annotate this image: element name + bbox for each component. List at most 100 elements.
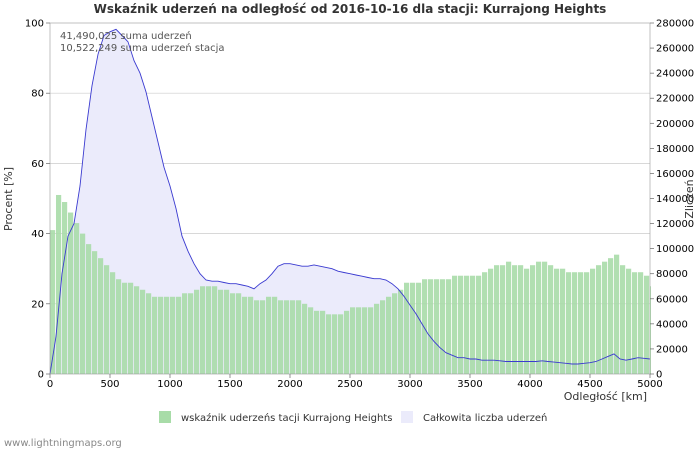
rate-bar xyxy=(128,282,134,374)
y-right-axis-label: Zliczeń xyxy=(683,179,696,218)
x-axis-label: Odległość [km] xyxy=(564,390,647,403)
rate-bar xyxy=(638,272,644,374)
y-left-tick-label: 0 xyxy=(38,370,44,381)
rate-bar xyxy=(284,300,290,374)
rate-bar xyxy=(110,272,116,374)
rate-bar xyxy=(86,244,92,374)
rate-bar xyxy=(584,272,590,374)
rate-bar xyxy=(182,293,188,374)
rate-bar xyxy=(590,268,596,374)
rate-bar xyxy=(536,261,542,374)
rate-bar xyxy=(314,310,320,374)
legend-label-total: Całkowita liczba uderzeń xyxy=(423,412,547,424)
y-right-tick-label: 40000 xyxy=(656,319,688,330)
rate-bar xyxy=(116,279,122,374)
annotation-total-strikes: 41,490,025 suma uderzeń xyxy=(60,30,192,42)
rate-bar xyxy=(92,251,98,374)
rate-bar xyxy=(266,296,272,374)
rate-bar xyxy=(272,296,278,374)
rate-bar xyxy=(458,275,464,374)
rate-bar xyxy=(440,279,446,374)
total-strikes-curve xyxy=(49,28,651,375)
rate-bar xyxy=(122,282,128,374)
rate-bar xyxy=(566,272,572,374)
x-tick-label: 2500 xyxy=(337,379,362,390)
rate-bar xyxy=(482,272,488,374)
y-right-tick-label: 180000 xyxy=(656,144,694,155)
rate-bar xyxy=(254,300,260,374)
rate-bar xyxy=(386,296,392,374)
x-tick-label: 4000 xyxy=(517,379,542,390)
rate-bar xyxy=(494,265,500,374)
rate-bar xyxy=(650,286,651,374)
rate-bar xyxy=(464,275,470,374)
rate-bar xyxy=(392,293,398,374)
y-left-tick-label: 80 xyxy=(31,89,44,100)
rate-bar xyxy=(62,202,68,374)
rate-bar xyxy=(50,230,56,374)
rate-bar xyxy=(560,268,566,374)
rate-bar xyxy=(356,307,362,374)
rate-bar xyxy=(80,233,86,374)
rate-bar xyxy=(98,258,104,374)
rate-bar xyxy=(578,272,584,374)
annotation-station-strikes: 10,522,249 suma uderzeń stacja xyxy=(60,42,225,54)
rate-bar xyxy=(260,300,266,374)
rate-bar xyxy=(140,289,146,374)
y-right-tick-label: 80000 xyxy=(656,269,688,280)
rate-bar xyxy=(200,286,206,374)
rate-bar xyxy=(176,296,182,374)
y-right-tick-label: 20000 xyxy=(656,344,688,355)
x-tick-label: 2000 xyxy=(277,379,302,390)
rate-bar xyxy=(104,265,110,374)
rate-bar xyxy=(626,268,632,374)
rate-bar xyxy=(470,275,476,374)
rate-bar xyxy=(428,279,434,374)
rate-bar xyxy=(410,282,416,374)
rate-bar xyxy=(548,265,554,374)
y-right-tick-label: 280000 xyxy=(656,19,694,30)
rate-bar xyxy=(230,293,236,374)
x-tick-label: 1500 xyxy=(217,379,242,390)
rate-bar xyxy=(404,282,410,374)
rate-bar xyxy=(302,303,308,374)
rate-bar xyxy=(434,279,440,374)
y-right-axis-ticks: 0 20000 40000 60000 80000 100000 120000 140000 1… xyxy=(650,19,694,381)
x-tick-label: 3000 xyxy=(397,379,422,390)
rate-bar xyxy=(242,296,248,374)
rate-bar xyxy=(644,275,650,374)
y-right-tick-label: 100000 xyxy=(656,244,694,255)
y-right-tick-label: 140000 xyxy=(656,194,694,205)
rate-bar xyxy=(476,275,482,374)
y-right-tick-label: 260000 xyxy=(656,44,694,55)
y-left-tick-label: 60 xyxy=(31,159,44,170)
y-right-tick-label: 220000 xyxy=(656,94,694,105)
rate-bar xyxy=(134,286,140,374)
rate-bar xyxy=(524,268,530,374)
y-right-tick-label: 240000 xyxy=(656,69,694,80)
x-tick-label: 1000 xyxy=(157,379,182,390)
y-right-tick-label: 60000 xyxy=(656,294,688,305)
rate-bar xyxy=(212,286,218,374)
rate-bar xyxy=(206,286,212,374)
legend-swatch-station xyxy=(159,411,171,423)
rate-bar xyxy=(416,282,422,374)
rate-bar xyxy=(380,300,386,374)
rate-bar xyxy=(530,265,536,374)
rate-bar xyxy=(518,265,524,374)
rate-bar xyxy=(278,300,284,374)
rate-bar xyxy=(374,303,380,374)
y-left-tick-label: 40 xyxy=(31,229,44,240)
rate-bar xyxy=(350,307,356,374)
rate-bar xyxy=(506,261,512,374)
rate-bar xyxy=(596,265,602,374)
total-strikes-line xyxy=(49,28,651,375)
rate-bar xyxy=(554,268,560,374)
y-left-axis-ticks: 0 20 40 60 80 100 xyxy=(25,19,50,381)
rate-bar xyxy=(68,212,74,374)
rate-bar xyxy=(572,272,578,374)
rate-bar xyxy=(344,310,350,374)
rate-bar xyxy=(422,279,428,374)
x-tick-label: 0 xyxy=(47,379,53,390)
rate-bar xyxy=(152,296,158,374)
